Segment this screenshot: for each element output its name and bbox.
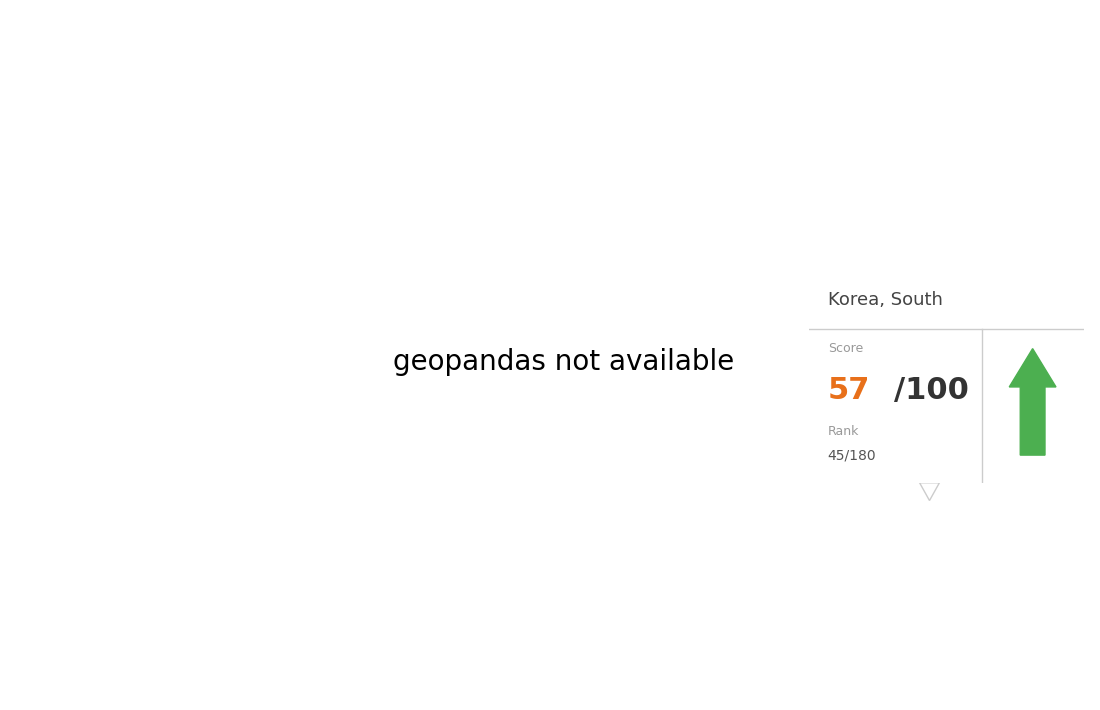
Text: geopandas not available: geopandas not available: [393, 349, 735, 376]
Polygon shape: [920, 483, 939, 501]
Text: Score: Score: [827, 342, 864, 355]
Text: Korea, South: Korea, South: [827, 291, 943, 309]
FancyArrow shape: [1010, 349, 1056, 455]
Text: 57: 57: [827, 376, 870, 405]
Text: 45/180: 45/180: [827, 449, 877, 463]
Text: Rank: Rank: [827, 425, 859, 438]
Text: /100: /100: [893, 376, 969, 405]
